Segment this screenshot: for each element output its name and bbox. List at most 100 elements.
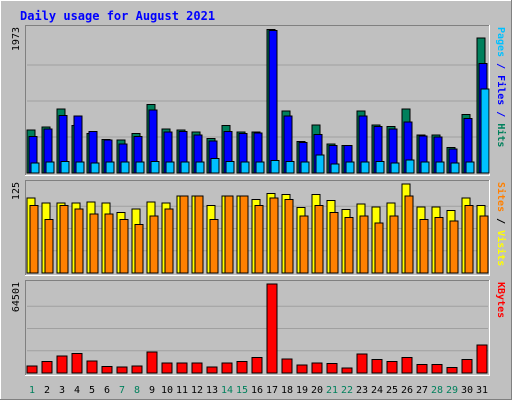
bar-sites-day-22 — [344, 216, 354, 274]
bar-kbytes-day-21 — [326, 362, 338, 374]
axis-label-part: Sites — [495, 182, 507, 212]
bar-kbytes-day-3 — [56, 355, 68, 374]
bar-pages-day-20 — [315, 154, 325, 174]
bar-pages-day-10 — [165, 161, 175, 174]
bar-kbytes-day-25 — [386, 360, 398, 374]
bar-sites-day-26 — [404, 195, 414, 274]
bar-sites-day-11 — [179, 195, 189, 274]
x-tick-label-day-9: 9 — [149, 385, 155, 396]
axis-label-part: Pages — [495, 27, 506, 57]
bar-sites-day-5 — [89, 213, 99, 274]
bar-kbytes-day-1 — [26, 365, 38, 374]
x-tick-label-day-8: 8 — [134, 385, 140, 396]
bar-sites-day-9 — [149, 215, 159, 274]
bar-kbytes-day-20 — [311, 362, 323, 374]
bar-kbytes-day-5 — [86, 360, 98, 374]
bar-pages-day-14 — [225, 160, 235, 174]
axis-label-part: KBytes — [495, 282, 506, 318]
x-tick-label-day-1: 1 — [29, 385, 35, 396]
bar-pages-day-2 — [45, 161, 55, 174]
bar-kbytes-day-11 — [176, 362, 188, 374]
bar-kbytes-day-6 — [101, 366, 113, 374]
x-axis: 1 2 3 4 5 6 7 8 9 10 11 12 13 14 15 16 17 18 19 20 21 22 23 24 2… — [29, 385, 488, 396]
bar-kbytes-day-19 — [296, 364, 308, 374]
bar-kbytes-day-29 — [446, 367, 458, 374]
x-tick-label-day-25: 25 — [386, 385, 398, 396]
bar-pages-day-17 — [270, 160, 280, 174]
bar-sites-day-28 — [434, 216, 444, 274]
panel-hits-files-pages-axis-label: Pages / Files / Hits — [495, 27, 507, 147]
x-tick-label-day-15: 15 — [236, 385, 248, 396]
x-tick-label-day-12: 12 — [191, 385, 203, 396]
bar-pages-day-7 — [120, 161, 130, 174]
bar-kbytes-day-13 — [206, 366, 218, 374]
bar-kbytes-day-23 — [356, 353, 368, 374]
bar-sites-day-15 — [239, 195, 249, 274]
bar-sites-day-12 — [194, 195, 204, 274]
axis-label-part: / — [495, 105, 506, 123]
bar-pages-day-8 — [135, 161, 145, 174]
bar-pages-day-21 — [330, 163, 340, 174]
x-tick-label-day-11: 11 — [176, 385, 188, 396]
bar-kbytes-day-14 — [221, 362, 233, 374]
bar-sites-day-18 — [284, 199, 294, 274]
x-tick-label-day-2: 2 — [44, 385, 50, 396]
bar-kbytes-day-15 — [236, 360, 248, 374]
bar-pages-day-4 — [75, 161, 85, 174]
bar-kbytes-day-24 — [371, 358, 383, 374]
bar-kbytes-day-30 — [461, 358, 473, 374]
bar-kbytes-day-2 — [41, 360, 53, 374]
axis-label-part: / — [495, 212, 506, 230]
bar-pages-day-30 — [465, 161, 475, 174]
bar-sites-day-19 — [299, 215, 309, 274]
bar-kbytes-day-7 — [116, 366, 128, 374]
panels-layer: 1973 Pages / Files / Hits 125 Sites / Visit… — [11, 25, 507, 376]
bar-kbytes-day-10 — [161, 362, 173, 374]
x-tick-label-day-10: 10 — [161, 385, 173, 396]
panel-visits-sites-max-label: 125 — [11, 182, 22, 200]
bar-files-day-17 — [268, 30, 278, 174]
x-tick-label-day-3: 3 — [59, 385, 65, 396]
x-tick-label-day-17: 17 — [266, 385, 278, 396]
bar-sites-day-31 — [479, 215, 489, 274]
axis-label-part: / — [495, 57, 506, 75]
bar-sites-day-29 — [449, 220, 459, 274]
bar-kbytes-day-9 — [146, 351, 158, 374]
bar-sites-day-16 — [254, 204, 264, 274]
x-tick-label-day-22: 22 — [341, 385, 353, 396]
bar-kbytes-day-31 — [476, 344, 488, 374]
bar-sites-day-20 — [314, 204, 324, 274]
bar-kbytes-day-18 — [281, 358, 293, 374]
bar-sites-day-8 — [134, 224, 144, 274]
bar-sites-day-3 — [59, 204, 69, 274]
bar-sites-day-27 — [419, 219, 429, 274]
bar-kbytes-day-28 — [431, 364, 443, 374]
panel-kbytes-max-label: 64501 — [11, 282, 22, 312]
panel-kbytes-axis-label: KBytes — [495, 282, 506, 318]
x-tick-label-day-16: 16 — [251, 385, 263, 396]
x-tick-label-day-30: 30 — [461, 385, 473, 396]
axis-label-part: Visits — [495, 230, 507, 266]
bar-sites-day-2 — [44, 219, 54, 274]
bar-sites-day-7 — [119, 219, 129, 274]
bar-pages-day-19 — [300, 161, 310, 174]
bar-kbytes-day-17 — [266, 283, 278, 374]
bar-kbytes-day-8 — [131, 365, 143, 374]
bar-pages-day-5 — [90, 162, 100, 174]
bar-sites-day-4 — [74, 208, 84, 274]
bar-pages-day-31 — [480, 88, 490, 174]
bar-kbytes-day-27 — [416, 364, 428, 374]
bar-pages-day-15 — [240, 161, 250, 174]
x-tick-label-day-6: 6 — [104, 385, 110, 396]
bar-pages-day-3 — [60, 160, 70, 174]
x-tick-label-day-5: 5 — [89, 385, 95, 396]
x-tick-label-day-19: 19 — [296, 385, 308, 396]
x-tick-label-day-18: 18 — [281, 385, 293, 396]
bar-sites-day-23 — [359, 215, 369, 274]
x-tick-label-day-28: 28 — [431, 385, 443, 396]
axis-label-part: Files — [495, 75, 507, 105]
bar-sites-day-21 — [329, 211, 339, 274]
bar-pages-day-6 — [105, 161, 115, 174]
